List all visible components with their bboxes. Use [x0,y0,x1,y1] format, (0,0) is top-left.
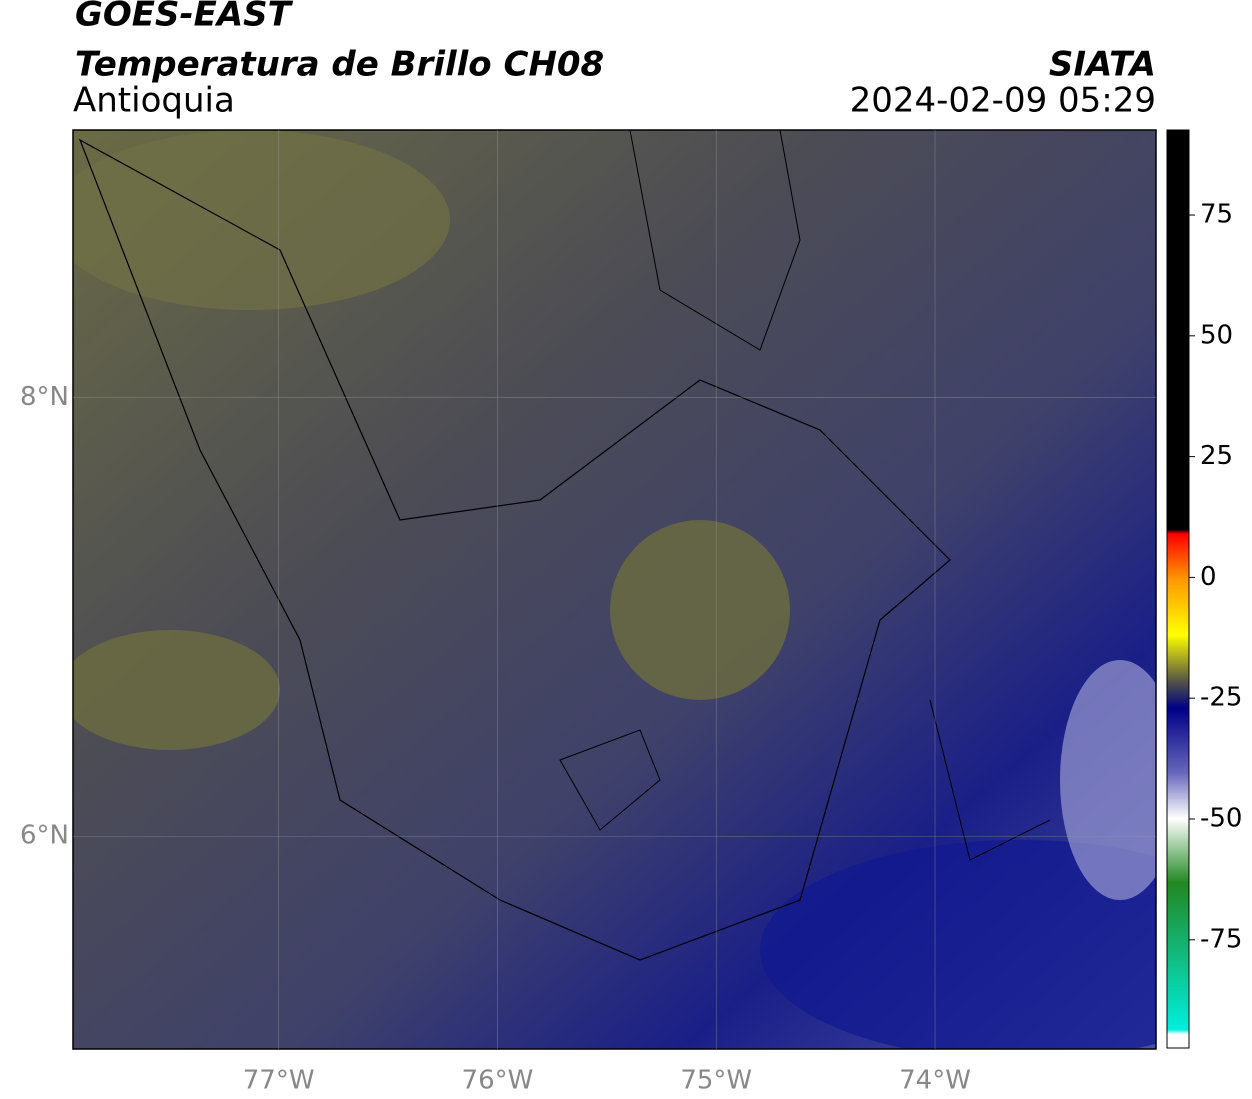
x-tick-label: 74°W [899,1066,971,1096]
y-tick-label: 8°N [20,382,69,412]
colorbar [1166,129,1190,1049]
map-frame [72,129,1157,1050]
x-tick-label: 77°W [243,1066,315,1096]
title: GOES-EAST [75,0,294,35]
x-tick-label: 75°W [680,1066,752,1096]
datetime: 2024-02-09 05:29 [850,81,1156,121]
source: SIATA [1049,45,1156,85]
colorbar-tick-label: -25 [1200,683,1242,713]
colorbar-tick-label: 50 [1200,320,1233,350]
satellite-image [73,130,1156,1049]
y-tick-label: 6°N [20,821,69,851]
x-tick-label: 76°W [462,1066,534,1096]
colorbar-tick-label: -50 [1200,803,1242,833]
colorbar-tick-label: 0 [1200,562,1217,592]
subtitle: Temperatura de Brillo CH08 [75,45,604,85]
colorbar-tick-label: 25 [1200,441,1233,471]
colorbar-tick-label: 75 [1200,200,1233,230]
colorbar-tick-label: -75 [1200,924,1242,954]
region: Antioquia [73,81,235,121]
